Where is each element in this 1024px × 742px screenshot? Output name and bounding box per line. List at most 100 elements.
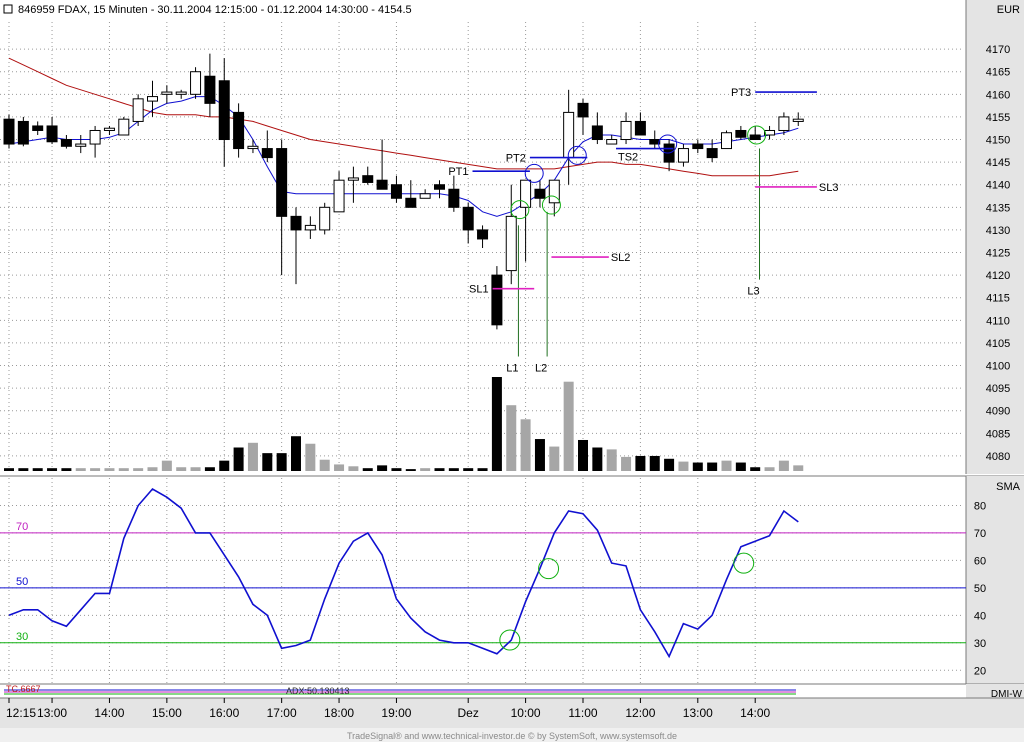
candle (419, 189, 431, 199)
volume-bar (334, 464, 345, 471)
candle-body (677, 148, 689, 163)
candle-body (505, 215, 517, 272)
price-tick-label: 4090 (986, 406, 1010, 418)
oscillator-signal-circle (733, 552, 755, 574)
candle (721, 130, 732, 150)
time-tick-label: 19:00 (381, 706, 411, 720)
price-tick-label: 4115 (986, 293, 1010, 305)
level-label: SL2 (611, 252, 631, 264)
candle-body (175, 91, 187, 95)
volume-bar (563, 381, 574, 471)
price-tick-label: 4130 (986, 225, 1010, 237)
volume-bars (4, 377, 804, 471)
price-tick-label: 4155 (986, 112, 1010, 124)
candle (434, 180, 445, 199)
time-tick-label: 13:00 (683, 706, 713, 720)
volume-bar (305, 443, 316, 471)
oscillator-axis-background (966, 476, 1024, 684)
signal-circle (567, 145, 587, 165)
candle-body (390, 184, 402, 199)
volume-bar (750, 467, 761, 471)
volume-bar (477, 468, 488, 471)
candle-body (548, 179, 560, 204)
title-bar: 846959 FDAX, 15 Minuten - 30.11.2004 12:… (3, 4, 412, 16)
oscillator-reference-lines: 70 50 30 (0, 521, 966, 644)
signal-circle (524, 163, 544, 183)
candle (362, 166, 374, 185)
volume-bar (778, 460, 789, 471)
entry-label: L1 (506, 362, 518, 374)
oscillator-tick-label: 50 (974, 583, 986, 595)
level-label: PT1 (448, 166, 468, 178)
candle-body (247, 145, 259, 150)
candle (3, 114, 15, 149)
price-tick-label: 4110 (986, 315, 1010, 327)
price-panel: L1 L2 L3 PT1 PT2 TS2 PT3 SL1 SL2 SL3 (0, 22, 962, 474)
price-tick-label: 4160 (986, 89, 1010, 101)
reference-label-70: 70 (16, 521, 28, 533)
oscillator-tick-label: 40 (974, 610, 986, 622)
candle-body (304, 224, 316, 231)
volume-bar (534, 439, 545, 471)
price-tick-labels: 4080 4085 4090 4095 4100 4105 4110 4115 4120 4125… (986, 44, 1010, 463)
volume-bar (161, 460, 172, 471)
volume-bar (276, 453, 287, 471)
volume-bar (793, 465, 804, 471)
volume-bar (678, 461, 689, 471)
reference-label-30: 30 (16, 631, 28, 643)
candle-body (261, 148, 273, 159)
footer: TradeSignal® and www.technical-investor.… (0, 728, 1024, 742)
candle-body (462, 206, 474, 231)
candle-body (606, 139, 618, 145)
price-tick-label: 4135 (986, 202, 1010, 214)
volume-bar (147, 467, 158, 471)
candle-body (563, 111, 575, 159)
window-menu-icon[interactable] (3, 4, 13, 14)
volume-bar (635, 455, 646, 471)
volume-bar (190, 467, 201, 471)
volume-bar (348, 466, 359, 471)
candle-body (405, 197, 417, 208)
time-tick-label: 16:00 (209, 706, 239, 720)
candle-body (649, 139, 661, 145)
candle (32, 121, 44, 135)
candle-body (362, 175, 374, 183)
volume-bar (219, 460, 230, 471)
oscillator-axis-unit: SMA (996, 481, 1021, 493)
volume-bar (204, 467, 215, 471)
dmi-first-value: TC.6667 (6, 684, 41, 694)
candle-body (477, 229, 489, 240)
oscillator-panel: SMA 20 30 40 50 60 70 80 70 50 30 (0, 476, 1024, 684)
candle (548, 179, 560, 217)
volume-bar (233, 447, 244, 471)
time-axis-background (0, 698, 1024, 728)
candle (290, 207, 302, 285)
chart-title: 846959 FDAX, 15 Minuten - 30.11.2004 12:… (18, 4, 412, 16)
candle (764, 125, 776, 140)
volume-bar (362, 468, 373, 471)
candle-body (60, 139, 72, 147)
candle (390, 175, 402, 203)
candle (577, 98, 589, 135)
volume-bar (32, 468, 43, 471)
candle-body (319, 206, 331, 231)
candle-body (749, 134, 761, 141)
candle-body (204, 75, 216, 104)
volume-bar (4, 468, 14, 471)
target-stop-levels: PT1 PT2 TS2 PT3 SL1 SL2 SL3 (448, 87, 838, 296)
candle (190, 67, 202, 99)
volume-bar (491, 377, 502, 471)
oscillator-signal-circle (499, 629, 521, 651)
candle-body (448, 188, 460, 208)
candle (634, 112, 646, 136)
price-tick-label: 4165 (986, 67, 1010, 79)
candle-body (620, 120, 632, 141)
entry-signals: L1 L2 L3 (506, 148, 761, 374)
price-tick-label: 4100 (986, 361, 1010, 373)
candle (534, 180, 546, 208)
candle-body (75, 143, 87, 147)
candle (147, 80, 158, 117)
candle-body (764, 129, 776, 136)
volume-bar (47, 468, 58, 471)
